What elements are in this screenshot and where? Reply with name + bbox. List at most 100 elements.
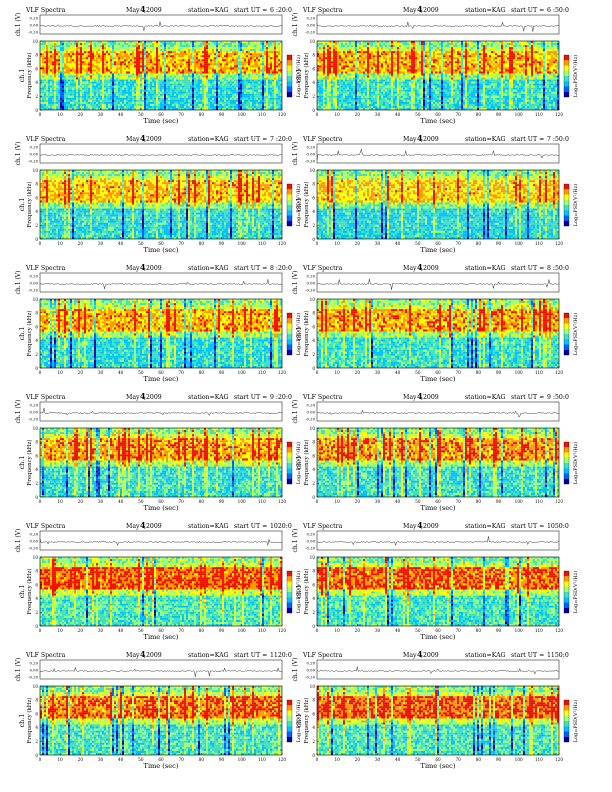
spectrogram-cell (337, 73, 340, 76)
spectrogram-cell (142, 105, 145, 109)
spectrogram-cell (317, 105, 320, 109)
spectrogram-cell (188, 93, 191, 96)
spectrogram-cell (347, 81, 350, 84)
spectrogram-cell (130, 63, 133, 66)
spectrogram-cell (106, 99, 109, 102)
spectrogram-cell (222, 85, 225, 88)
spectrogram-cell (156, 83, 159, 86)
spectrogram-cell (274, 93, 277, 96)
spectrogram-cell (44, 81, 47, 84)
spectrogram-cell (349, 97, 352, 100)
spectrogram-cell (272, 65, 275, 68)
spectrogram-cell (278, 71, 281, 74)
spectrogram-cell (110, 101, 113, 104)
spectrogram-cell (110, 103, 113, 106)
spectrogram-cell (40, 59, 43, 62)
spectrogram-cell (82, 99, 85, 102)
spectrogram-cell (130, 41, 133, 44)
spectrogram-cell (42, 73, 45, 76)
spectrogram-cell (196, 93, 199, 96)
spectrogram-cell (258, 83, 261, 86)
spectrogram-cell (264, 55, 267, 58)
spectrogram-cell (226, 87, 229, 90)
spectrogram-cell (178, 71, 181, 74)
spectrogram-cell (142, 101, 145, 104)
spectrogram-cell (276, 73, 279, 76)
spectrogram-cell (244, 103, 247, 106)
spectrogram-cell (60, 99, 63, 102)
time-tick-label: 60 (158, 112, 164, 117)
spectrogram-cell (110, 41, 113, 44)
spectrogram-cell (190, 75, 193, 78)
spectrogram-cell (194, 79, 197, 82)
spectrogram-cell (274, 87, 277, 90)
spectrogram-cell (268, 79, 271, 82)
spectrogram-cell (120, 99, 123, 102)
spectrogram-cell (327, 43, 330, 46)
spectrogram-cell (54, 49, 57, 52)
spectrogram-cell (56, 107, 59, 111)
spectrogram-cell (68, 63, 71, 66)
spectrogram-cell (272, 49, 275, 52)
spectrogram-cell (44, 101, 47, 104)
spectrogram-cell (68, 81, 71, 84)
spectrogram-cell (130, 61, 133, 64)
spectrogram-cell (349, 61, 352, 64)
spectrogram-cell (100, 77, 103, 80)
spectrogram-cell (349, 81, 352, 84)
spectrogram-cell (118, 41, 121, 44)
spectrogram-cell (90, 81, 93, 84)
spectrogram-cell (228, 43, 231, 46)
spectrogram-cell (182, 93, 185, 96)
spectrogram-cell (317, 103, 320, 106)
spectrogram-cell (96, 51, 99, 54)
spectrogram-cell (270, 97, 273, 100)
spectrogram-cell (84, 43, 87, 46)
spectrogram-cell (260, 81, 263, 84)
spectrogram-cell (98, 61, 101, 64)
spectrogram-cell (198, 81, 201, 84)
spectrogram-cell (130, 107, 133, 111)
spectrogram-cell (325, 65, 328, 68)
spectrogram-cell (333, 93, 336, 96)
spectrogram-cell (126, 73, 129, 76)
spectrogram-cell (337, 103, 340, 106)
spectrogram-cell (331, 97, 334, 100)
spectrogram-cell (212, 99, 215, 102)
spectrogram-cell (56, 81, 59, 84)
frequency-axis-label: Frequency (kHz) (26, 53, 33, 99)
spectrogram-cell (230, 85, 233, 88)
spectrogram-cell (331, 67, 334, 70)
spectrogram-cell (112, 41, 115, 44)
spectrogram-cell (60, 89, 63, 92)
spectrogram-cell (104, 99, 107, 102)
spectrogram-cell (220, 75, 223, 78)
spectrogram-cell (40, 43, 43, 46)
spectrogram-cell (124, 91, 127, 94)
spectrogram-cell (230, 41, 233, 44)
spectrogram-cell (192, 49, 195, 52)
spectrogram-cell (172, 73, 175, 76)
spectrogram-cell (226, 59, 229, 62)
spectrogram-cell (232, 71, 235, 74)
spectrogram-cell (325, 57, 328, 60)
spectrogram-cell (278, 53, 281, 56)
spectrogram-cell (252, 87, 255, 90)
spectrogram-cell (204, 47, 207, 50)
spectrogram-cell (104, 77, 107, 80)
spectrogram-cell (224, 91, 227, 94)
spectrogram-cell (164, 93, 167, 96)
spectrogram-cell (272, 89, 275, 92)
spectrogram-cell (232, 41, 235, 44)
spectrogram-cell (126, 95, 129, 98)
spectrogram-cell (254, 107, 257, 111)
spectrogram-cell (136, 71, 139, 74)
spectrogram-cell (230, 103, 233, 106)
spectrogram-cell (256, 101, 259, 104)
spectrogram-cell (140, 59, 143, 62)
spectrogram-cell (54, 53, 57, 56)
spectrogram-cell (178, 89, 181, 92)
colorbar-segment (287, 86, 292, 92)
spectrogram-cell (274, 63, 277, 66)
spectrogram-cell (230, 57, 233, 60)
